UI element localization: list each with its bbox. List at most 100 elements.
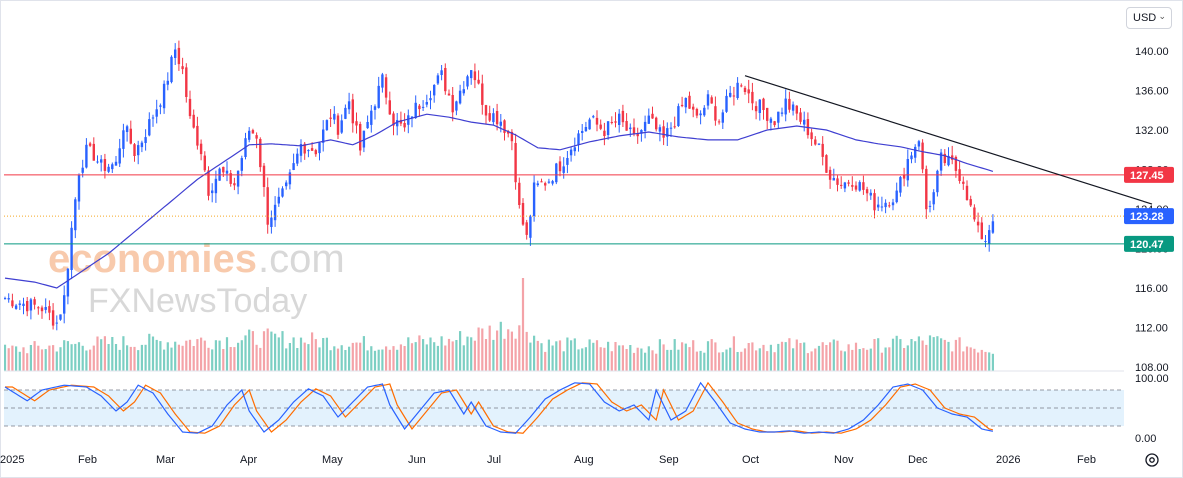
candle <box>225 161 229 182</box>
volume-bar <box>177 344 180 371</box>
candle <box>858 180 861 192</box>
candle <box>59 314 62 321</box>
candle <box>595 110 599 132</box>
candle <box>666 122 669 146</box>
candle <box>222 166 225 177</box>
resistance-tag: 127.45 <box>1124 166 1174 183</box>
candle <box>581 124 584 141</box>
candle <box>647 108 650 124</box>
volume-bar <box>799 343 802 371</box>
volume-bar <box>825 345 828 371</box>
volume-bar <box>817 345 821 371</box>
volume-bar <box>496 330 499 371</box>
candle <box>684 97 687 114</box>
candle <box>399 111 403 127</box>
volume-bar <box>7 348 10 371</box>
volume-bar <box>525 331 528 371</box>
volume-bar <box>991 353 994 371</box>
candle <box>388 91 391 115</box>
volume-bar <box>795 339 798 371</box>
candle <box>118 138 121 167</box>
volume-bar <box>66 341 69 371</box>
candle <box>299 139 303 163</box>
volume-bar <box>851 349 854 371</box>
volume-bar <box>925 344 928 371</box>
price-tags: 127.45 123.28 120.47 <box>1124 166 1174 252</box>
volume-bar <box>725 349 728 371</box>
candle <box>248 127 251 143</box>
volume-bar <box>333 346 336 371</box>
volume-bar <box>632 352 636 371</box>
candle <box>610 116 613 125</box>
candle <box>155 99 158 124</box>
volume-bar <box>969 347 972 371</box>
settings-gear-icon[interactable] <box>1145 453 1159 467</box>
candle <box>521 198 525 226</box>
candle <box>429 90 432 110</box>
candle <box>895 182 898 204</box>
volume-bar <box>533 335 536 371</box>
candle <box>551 179 554 186</box>
candle <box>444 63 447 95</box>
volume-bar <box>466 336 469 371</box>
volume-bar <box>144 344 147 371</box>
candle <box>129 120 132 145</box>
candle <box>599 119 602 131</box>
trendline-layer[interactable] <box>744 75 1153 205</box>
volume-bar <box>166 342 169 371</box>
volume-bar <box>477 327 480 371</box>
candle <box>174 43 177 65</box>
volume-bar <box>248 329 251 371</box>
volume-bar <box>651 350 654 371</box>
candle <box>936 169 939 197</box>
volume-bar <box>743 348 747 371</box>
volume-bar <box>129 346 132 371</box>
currency-select[interactable]: USD ⌄ <box>1126 7 1172 29</box>
volume-bar <box>973 348 976 371</box>
volume-bar <box>18 351 21 371</box>
volume-bar <box>936 336 939 371</box>
volume-bar <box>414 342 417 371</box>
candle <box>584 121 588 132</box>
candle <box>843 181 847 193</box>
volume-bar <box>366 350 369 371</box>
candle <box>122 123 125 158</box>
candle <box>762 97 765 120</box>
volume-bar <box>299 337 303 371</box>
volume-bar <box>392 346 395 371</box>
volume-bar <box>555 341 558 371</box>
price-tick-label: 140.00 <box>1135 46 1169 58</box>
candle <box>44 298 47 314</box>
candle <box>614 112 617 128</box>
candle <box>821 136 824 166</box>
volume-bar <box>484 339 488 371</box>
candle <box>777 111 780 129</box>
candle <box>144 129 147 151</box>
time-tick-label: Feb <box>1077 454 1096 466</box>
candle <box>425 94 428 108</box>
volume-bar <box>766 351 769 371</box>
volume-bar <box>303 342 306 371</box>
candle <box>11 293 14 309</box>
volume-bar <box>174 341 177 371</box>
candle <box>714 96 717 126</box>
trendline[interactable] <box>744 75 1153 205</box>
volume-bar <box>529 342 532 371</box>
time-tick-label: May <box>322 454 343 466</box>
candle <box>721 109 724 129</box>
candles <box>4 40 995 331</box>
volume-bar <box>429 337 432 371</box>
candle <box>495 103 499 131</box>
candle <box>185 63 188 103</box>
volume-bar <box>425 344 428 371</box>
candle <box>336 113 340 139</box>
svg-text:127.45: 127.45 <box>1130 170 1164 182</box>
candle <box>932 189 935 211</box>
volume-bar <box>910 339 913 371</box>
candle <box>281 186 284 198</box>
chevron-down-icon: ⌄ <box>1158 11 1166 21</box>
candle <box>577 130 580 152</box>
volume-bar <box>788 338 791 371</box>
candle <box>817 143 821 146</box>
